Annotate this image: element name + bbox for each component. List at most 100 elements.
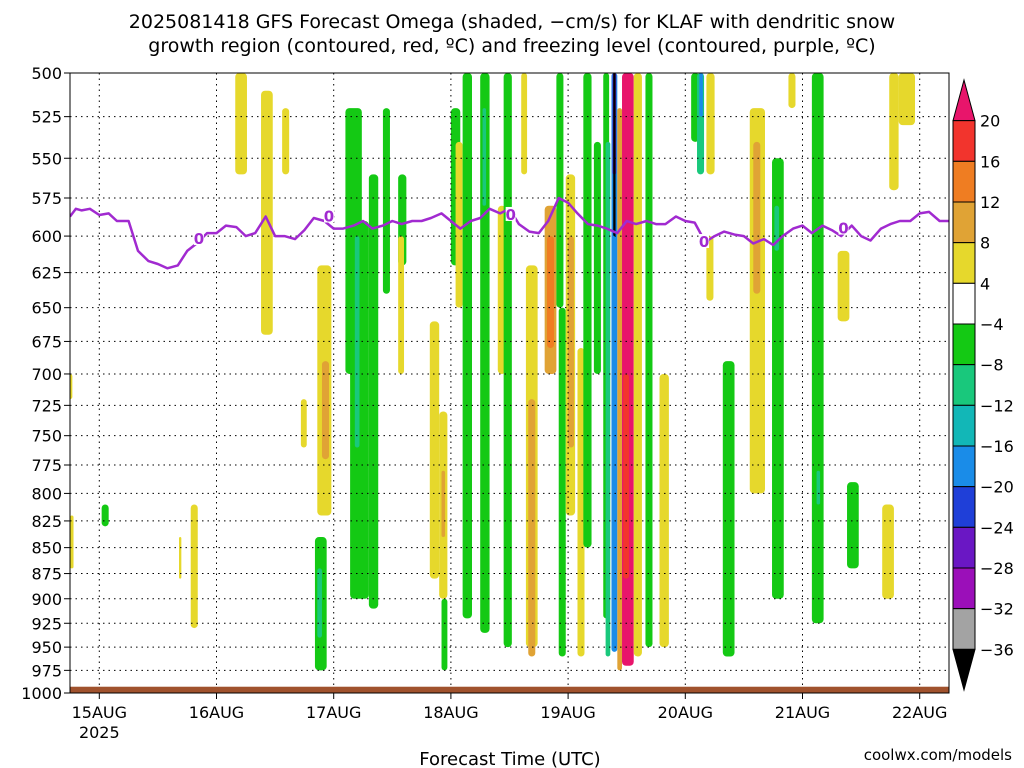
x-tick-year-label: 2025 xyxy=(79,723,120,742)
y-tick-label-775: 775 xyxy=(31,456,62,475)
omega-region-68 xyxy=(847,482,859,569)
omega-region-53 xyxy=(659,373,669,648)
colorbar-label-9: −20 xyxy=(980,478,1014,497)
colorbar-label-5: −4 xyxy=(980,315,1004,334)
colorbar-swatch-3 xyxy=(952,201,976,244)
omega-region-33 xyxy=(528,399,536,657)
omega-region-14 xyxy=(350,221,369,599)
colorbar-cap-bottom xyxy=(952,648,976,692)
omega-region-51 xyxy=(633,73,642,657)
colorbar-label-8: −16 xyxy=(980,437,1014,456)
colorbar-label-3: 8 xyxy=(980,234,990,253)
omega-region-44 xyxy=(605,141,611,657)
omega-region-31 xyxy=(521,73,528,175)
x-axis-title: Forecast Time (UTC) xyxy=(419,749,600,768)
y-tick-label-825: 825 xyxy=(31,512,62,531)
ground-surface xyxy=(70,686,949,693)
x-tick-label-18AUG: 18AUG xyxy=(423,703,478,722)
omega-region-57 xyxy=(706,73,715,175)
colorbar-label-2: 12 xyxy=(980,193,1000,212)
omega-region-37 xyxy=(558,307,566,657)
time-axis: 15AUG 16AUG 17AUG 18AUG 19AUG 20AUG 21AUG 22AUG… xyxy=(72,693,947,742)
colorbar-swatch-4 xyxy=(952,242,976,284)
omega-region-5 xyxy=(235,73,247,175)
omega-region-41 xyxy=(583,73,592,548)
omega-region-65 xyxy=(811,73,824,624)
omega-region-10 xyxy=(317,568,322,638)
omega-region-36 xyxy=(556,73,564,308)
omega-region-71 xyxy=(898,73,916,126)
freezing-level-label-bg-0 xyxy=(193,231,204,246)
colorbar-label-0: 20 xyxy=(980,112,1000,131)
freezing-level-label-2: 0 xyxy=(505,206,515,224)
omega-region-8 xyxy=(300,399,307,448)
omega-region-45 xyxy=(611,73,618,652)
omega-region-7 xyxy=(282,108,290,175)
y-tick-label-625: 625 xyxy=(31,264,62,283)
omega-region-58 xyxy=(706,236,714,301)
omega-region-35 xyxy=(547,236,555,349)
y-tick-label-700: 700 xyxy=(31,365,62,384)
omega-region-61 xyxy=(753,141,761,294)
y-tick-label-750: 750 xyxy=(31,427,62,446)
omega-region-26 xyxy=(462,73,472,619)
plot-frame xyxy=(69,72,950,694)
freezing-level-label-bg-3 xyxy=(699,234,710,249)
colorbar-swatch-2 xyxy=(952,160,976,203)
omega-region-62 xyxy=(772,158,784,599)
omega-region-4 xyxy=(190,504,198,629)
colorbar-label-13: −36 xyxy=(980,640,1014,659)
colorbar-swatch-6 xyxy=(952,323,976,366)
y-tick-label-675: 675 xyxy=(31,332,62,351)
omega-region-0 xyxy=(70,373,73,400)
omega-region-59 xyxy=(722,361,735,657)
omega-region-67 xyxy=(837,250,850,322)
y-tick-label-850: 850 xyxy=(31,539,62,558)
colorbar-swatch-13 xyxy=(952,608,976,650)
x-tick-label-17AUG: 17AUG xyxy=(306,703,361,722)
y-tick-label-575: 575 xyxy=(31,189,62,208)
omega-region-50 xyxy=(623,373,630,579)
y-tick-label-925: 925 xyxy=(31,614,62,633)
y-tick-label-975: 975 xyxy=(31,661,62,680)
colorbar: 20 16 12 8 4 −4 −8 −12 −16 −20 −24 −28 −32 −36 xyxy=(952,78,1014,692)
y-tick-label-600: 600 xyxy=(31,227,62,246)
freezing-level-label-3: 0 xyxy=(699,233,709,251)
omega-region-48 xyxy=(617,108,623,671)
omega-shading xyxy=(70,73,916,671)
freezing-level-label-bg-4 xyxy=(838,220,849,235)
x-tick-label-15AUG: 15AUG xyxy=(72,703,127,722)
omega-region-20 xyxy=(429,321,440,579)
freezing-level-label-bg-1 xyxy=(324,208,335,223)
omega-region-22 xyxy=(441,470,446,538)
x-tick-label-19AUG: 19AUG xyxy=(540,703,595,722)
plot-grid xyxy=(70,72,949,694)
omega-region-3 xyxy=(178,537,182,579)
omega-region-12 xyxy=(321,361,330,460)
omega-region-42 xyxy=(593,141,601,374)
x-tick-label-22AUG: 22AUG xyxy=(892,703,947,722)
colorbar-swatch-11 xyxy=(952,526,976,569)
colorbar-label-12: −32 xyxy=(980,600,1014,619)
omega-region-56 xyxy=(699,73,703,117)
omega-region-25 xyxy=(441,598,448,671)
colorbar-label-6: −8 xyxy=(980,356,1004,375)
omega-region-17 xyxy=(382,108,390,294)
y-tick-label-800: 800 xyxy=(31,484,62,503)
omega-region-19 xyxy=(398,236,405,374)
x-tick-label-16AUG: 16AUG xyxy=(189,703,244,722)
chart-title-line-1: 2025081418 GFS Forecast Omega (shaded, −… xyxy=(129,11,895,33)
x-tick-label-21AUG: 21AUG xyxy=(775,703,830,722)
omega-region-6 xyxy=(261,90,273,335)
omega-region-40 xyxy=(577,348,585,657)
omega-region-69 xyxy=(882,504,894,599)
freezing-level-label-0: 0 xyxy=(194,230,204,248)
omega-region-16 xyxy=(368,174,379,609)
freezing-level-label-bg-2 xyxy=(505,206,516,221)
y-tick-label-725: 725 xyxy=(31,396,62,415)
freezing-level-label-4: 0 xyxy=(838,220,848,238)
omega-region-1 xyxy=(70,515,74,569)
colorbar-label-7: −12 xyxy=(980,396,1014,415)
pressure-axis: 500 525 550 575 600 625 650 675 700 725 750 775 800 8… xyxy=(21,64,70,703)
